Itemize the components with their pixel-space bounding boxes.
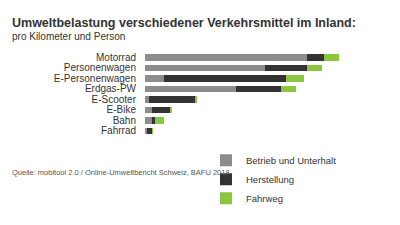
svg-text:pro Kilometer und Person: pro Kilometer und Person (12, 31, 125, 42)
svg-text:Herstellung: Herstellung (246, 174, 294, 185)
svg-text:Fahrrad: Fahrrad (101, 125, 136, 136)
svg-text:E-Personenwagen: E-Personenwagen (54, 73, 136, 84)
svg-text:Personenwagen: Personenwagen (64, 62, 136, 73)
svg-text:E-Scooter: E-Scooter (92, 94, 137, 105)
svg-text:Betrieb und Unterhalt: Betrieb und Unterhalt (246, 155, 336, 166)
svg-text:Umweltbelastung verschiedener: Umweltbelastung verschiedener Verkehrsmi… (12, 16, 356, 30)
svg-text:Bahn: Bahn (113, 115, 136, 126)
svg-text:Quelle: mobitool 2.0 / Online-: Quelle: mobitool 2.0 / Online-Umweltberi… (12, 168, 230, 177)
svg-text:Fahrweg: Fahrweg (246, 193, 283, 204)
svg-text:E-Bike: E-Bike (107, 104, 137, 115)
svg-text:Erdgas-PW: Erdgas-PW (85, 83, 137, 94)
svg-text:Motorrad: Motorrad (96, 52, 136, 63)
